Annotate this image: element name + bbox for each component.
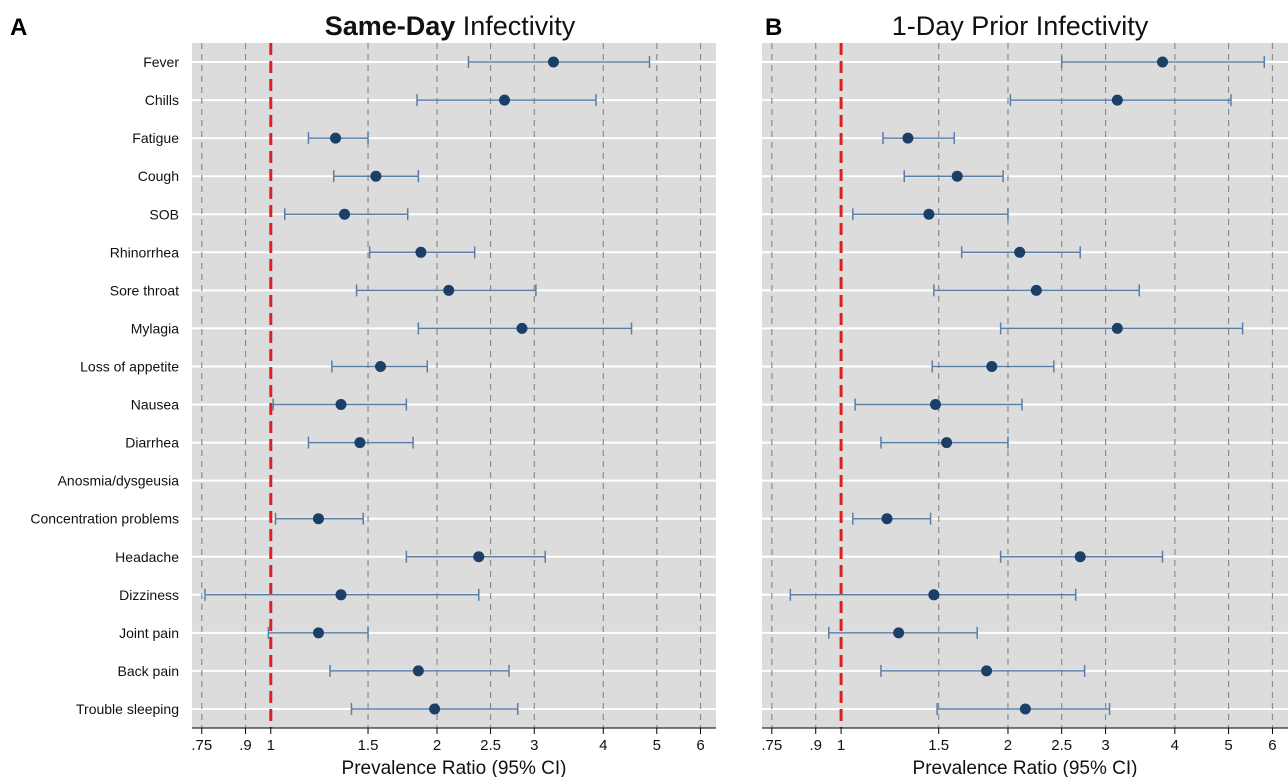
point-estimate-rhinorrhea — [415, 246, 427, 258]
category-label-back-pain: Back pain — [118, 663, 179, 679]
point-estimate-chills — [499, 94, 511, 106]
point-estimate-rhinorrhea — [1014, 246, 1026, 258]
category-label-sob: SOB — [149, 206, 179, 222]
point-estimate-back-pain — [412, 665, 424, 677]
x-tick-label: 1 — [267, 737, 275, 754]
panel-title-bold: Same-Day — [325, 11, 456, 41]
category-label-trouble-sleeping: Trouble sleeping — [76, 701, 179, 717]
category-label-nausea: Nausea — [131, 397, 179, 413]
point-estimate-joint-pain — [893, 627, 905, 639]
point-estimate-nausea — [929, 399, 941, 411]
x-tick-label: .75 — [191, 737, 212, 754]
x-tick-label: 5 — [653, 737, 661, 754]
x-tick-label: .75 — [761, 737, 782, 754]
point-estimate-loss-of-appetite — [374, 360, 386, 372]
point-estimate-fever — [1156, 56, 1168, 68]
point-estimate-diarrhea — [354, 437, 366, 449]
x-tick-label: 1.5 — [358, 737, 379, 754]
x-tick-label: 4 — [1171, 737, 1179, 754]
point-estimate-joint-pain — [312, 627, 324, 639]
point-estimate-concentration-problems — [881, 513, 893, 525]
category-label-chills: Chills — [145, 92, 179, 108]
panel-letter: B — [765, 14, 782, 41]
x-axis-title: Prevalence Ratio (95% CI) — [913, 758, 1138, 777]
panel-title: 1-Day Prior Infectivity — [892, 11, 1149, 41]
x-tick-label: 5 — [1224, 737, 1232, 754]
x-tick-label: 1.5 — [928, 737, 949, 754]
point-estimate-diarrhea — [941, 437, 953, 449]
point-estimate-cough — [951, 170, 963, 182]
category-label-cough: Cough — [138, 168, 179, 184]
x-tick-label: 6 — [1268, 737, 1276, 754]
x-tick-label: 2.5 — [480, 737, 501, 754]
plot-area — [762, 43, 1288, 728]
point-estimate-back-pain — [981, 665, 993, 677]
category-label-anosmia-dysgeusia: Anosmia/dysgeusia — [58, 473, 180, 489]
panel-title-rest: 1-Day Prior Infectivity — [892, 11, 1149, 41]
point-estimate-headache — [1074, 551, 1086, 563]
point-estimate-mylagia — [516, 322, 528, 334]
point-estimate-trouble-sleeping — [1019, 703, 1031, 715]
point-estimate-sore-throat — [443, 284, 455, 296]
x-tick-label: 2 — [433, 737, 441, 754]
x-tick-label: 3 — [530, 737, 538, 754]
point-estimate-dizziness — [928, 589, 940, 601]
point-estimate-mylagia — [1111, 322, 1123, 334]
panel-letter: A — [10, 14, 27, 41]
x-tick-label: .9 — [239, 737, 252, 754]
x-axis-title: Prevalence Ratio (95% CI) — [342, 758, 567, 777]
category-label-fatigue: Fatigue — [132, 130, 179, 146]
category-label-loss-of-appetite: Loss of appetite — [80, 358, 179, 374]
point-estimate-cough — [370, 170, 382, 182]
point-estimate-trouble-sleeping — [429, 703, 441, 715]
point-estimate-loss-of-appetite — [986, 360, 998, 372]
panel-b: .75 .9 1 1.5 2 2.5 3 4 5 6 Prevalence Ratio (95% C… — [761, 11, 1288, 777]
point-estimate-sob — [339, 208, 351, 220]
panel-title: Same-Day Infectivity — [325, 11, 576, 41]
point-estimate-fatigue — [330, 132, 342, 144]
plot-area — [192, 43, 716, 728]
panel-title-rest: Infectivity — [455, 11, 576, 41]
category-label-diarrhea: Diarrhea — [125, 435, 179, 451]
point-estimate-sob — [923, 208, 935, 220]
x-tick-label: 6 — [696, 737, 704, 754]
x-tick-label: 2.5 — [1051, 737, 1072, 754]
point-estimate-concentration-problems — [312, 513, 324, 525]
category-label-fever: Fever — [143, 54, 179, 70]
x-tick-label: 4 — [599, 737, 607, 754]
x-tick-label: 3 — [1101, 737, 1109, 754]
point-estimate-headache — [473, 551, 485, 563]
category-label-headache: Headache — [115, 549, 179, 565]
category-label-joint-pain: Joint pain — [119, 625, 179, 641]
category-label-sore-throat: Sore throat — [110, 282, 179, 298]
x-tick-label: 1 — [837, 737, 845, 754]
point-estimate-fever — [547, 56, 559, 68]
category-label-rhinorrhea: Rhinorrhea — [110, 244, 179, 260]
point-estimate-chills — [1111, 94, 1123, 106]
category-label-mylagia: Mylagia — [131, 320, 179, 336]
panel-a: .75 .9 1 1.5 2 2.5 3 4 5 6 Prevalence Ratio (95% C… — [10, 11, 716, 777]
category-label-concentration-problems: Concentration problems — [30, 511, 179, 527]
x-tick-label: 2 — [1004, 737, 1012, 754]
x-tick-label: .9 — [809, 737, 822, 754]
category-label-dizziness: Dizziness — [119, 587, 179, 603]
point-estimate-dizziness — [335, 589, 347, 601]
point-estimate-fatigue — [902, 132, 914, 144]
point-estimate-nausea — [335, 399, 347, 411]
point-estimate-sore-throat — [1030, 284, 1042, 296]
